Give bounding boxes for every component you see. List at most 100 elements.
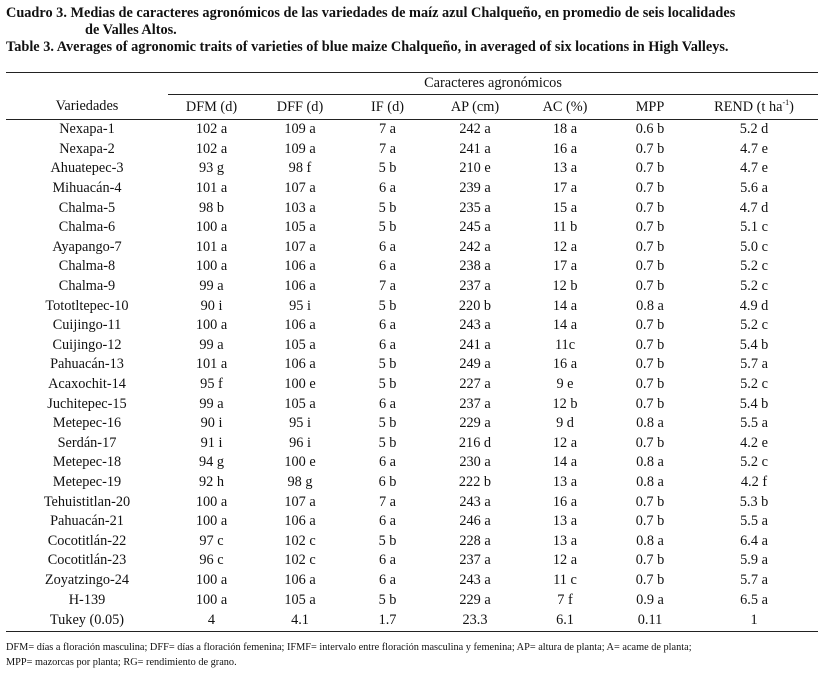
table-row: Cocotitlán-22 97 c 102 c 5 b 228 a 13 a 0.8 a 6…: [6, 531, 818, 551]
value-cell: 5.2 d: [739, 121, 769, 138]
value-cell: 17 a: [552, 180, 578, 197]
value-cell: 6 b: [378, 473, 397, 490]
value-cell: 100 a: [195, 258, 228, 275]
value-cell: 100 e: [284, 376, 316, 393]
value-cell: 6.5 a: [740, 591, 768, 608]
table-row: Cocotitlán-23 96 c 102 c 6 a 237 a 12 a 0.7 b 5…: [6, 551, 818, 571]
value-cell: 237 a: [459, 395, 491, 412]
value-cell: 96 c: [199, 552, 224, 569]
value-cell: 246 a: [459, 513, 491, 530]
value-cell: 243 a: [459, 493, 491, 510]
variety-cell: Metepec-18: [52, 454, 122, 471]
value-cell: 5.5 a: [740, 415, 768, 432]
value-cell: 242 a: [459, 121, 491, 138]
tukey-value-cell: 4.1: [255, 609, 345, 632]
value-cell: 16 a: [552, 493, 578, 510]
value-cell: 98 g: [287, 473, 313, 490]
table-row: Mihuacán-4 101 a 107 a 6 a 239 a 17 a 0.7 b 5.6…: [6, 179, 818, 199]
table-row: Ahuatepec-3 93 g 98 f 5 b 210 e 13 a 0.7 b 4.7 …: [6, 159, 818, 179]
value-cell: 5.9 a: [740, 552, 768, 569]
variety-cell: Chalma-5: [58, 199, 116, 216]
value-cell: 4.7 d: [739, 199, 769, 216]
value-cell: 15 a: [552, 199, 578, 216]
table-row: Metepec-16 90 i 95 i 5 b 229 a 9 d 0.8 a 5.5 a: [6, 414, 818, 434]
group-header: Caracteres agronómicos: [168, 72, 819, 95]
value-cell: 238 a: [459, 258, 491, 275]
value-cell: 237 a: [459, 552, 491, 569]
value-cell: 107 a: [284, 238, 316, 255]
variety-cell: Juchitepec-15: [47, 395, 127, 412]
value-cell: 6 a: [378, 395, 397, 412]
value-cell: 241 a: [459, 336, 491, 353]
value-cell: 0.7 b: [635, 395, 665, 412]
value-cell: 13 a: [552, 513, 578, 530]
column-header-dfm: DFM (d): [168, 94, 255, 120]
value-cell: 102 c: [284, 552, 316, 569]
value-cell: 5.3 b: [739, 493, 769, 510]
value-cell: 106 a: [284, 278, 316, 295]
rend-superscript: -1: [782, 97, 790, 107]
table-row: Cuijingo-12 99 a 105 a 6 a 241 a 11c 0.7 b 5.4 …: [6, 336, 818, 356]
value-cell: 92 h: [198, 473, 225, 490]
value-cell: 14 a: [552, 454, 578, 471]
value-cell: 5.2 c: [740, 454, 768, 471]
value-cell: 7 a: [378, 121, 397, 138]
value-cell: 99 a: [199, 336, 224, 353]
value-cell: 7 a: [378, 140, 397, 157]
value-cell: 0.7 b: [635, 199, 665, 216]
tukey-value-cell: 1: [690, 609, 819, 632]
value-cell: 0.9 a: [636, 591, 664, 608]
value-cell: 0.7 b: [635, 552, 665, 569]
value-cell: 105 a: [284, 591, 316, 608]
value-cell: 97 c: [199, 532, 224, 549]
variety-cell: Mihuacán-4: [52, 180, 122, 197]
value-cell: 9 d: [556, 415, 574, 432]
tukey-value-cell: 4: [168, 609, 255, 632]
value-cell: 210 e: [459, 160, 491, 177]
value-cell: 12 b: [552, 395, 578, 412]
value-cell: 101 a: [195, 356, 228, 373]
value-cell: 6 a: [378, 552, 397, 569]
value-cell: 237 a: [459, 278, 491, 295]
value-cell: 243 a: [459, 571, 491, 588]
table-row: Serdán-17 91 i 96 i 5 b 216 d 12 a 0.7 b 4.2 e: [6, 434, 818, 454]
value-cell: 4.7 e: [740, 140, 768, 157]
value-cell: 16 a: [552, 356, 578, 373]
value-cell: 9 e: [556, 376, 574, 393]
variety-cell: Ahuatepec-3: [50, 160, 124, 177]
value-cell: 5.6 a: [740, 180, 768, 197]
table-row: Tototltepec-10 90 i 95 i 5 b 220 b 14 a 0.8 a 4…: [6, 296, 818, 316]
value-cell: 6 a: [378, 513, 397, 530]
value-cell: 12 b: [552, 278, 578, 295]
column-header-ac: AC (%): [520, 94, 610, 120]
value-cell: 5 b: [378, 591, 397, 608]
tukey-value-cell: 23.3: [430, 609, 520, 632]
value-cell: 4.2 e: [740, 434, 768, 451]
value-cell: 103 a: [284, 199, 316, 216]
caption-spanish-line2: de Valles Altos.: [85, 22, 177, 38]
value-cell: 101 a: [195, 180, 228, 197]
table-body: Nexapa-1 102 a 109 a 7 a 242 a 18 a 0.6 b 5.2 d…: [6, 120, 819, 632]
value-cell: 7 a: [378, 493, 397, 510]
table-row: Chalma-8 100 a 106 a 6 a 238 a 17 a 0.7 b 5.2 c: [6, 257, 818, 277]
value-cell: 14 a: [552, 297, 578, 314]
value-cell: 5 b: [378, 297, 397, 314]
value-cell: 100 a: [195, 493, 228, 510]
value-cell: 16 a: [552, 140, 578, 157]
variety-cell: Acaxochit-14: [48, 376, 126, 393]
value-cell: 11 c: [553, 571, 577, 588]
tukey-value-cell: 0.11: [610, 609, 690, 632]
rend-label: REND (t ha: [714, 98, 783, 115]
caption-english: Table 3. Averages of agronomic traits of…: [6, 39, 729, 55]
variety-cell: Cuijingo-11: [52, 317, 122, 334]
table-row: Ayapango-7 101 a 107 a 6 a 242 a 12 a 0.7 b 5.0…: [6, 238, 818, 258]
value-cell: 245 a: [459, 219, 491, 236]
table-row: Chalma-5 98 b 103 a 5 b 235 a 15 a 0.7 b 4.7 d: [6, 198, 818, 218]
value-cell: 98 f: [288, 160, 312, 177]
variety-cell: Cocotitlán-22: [47, 532, 127, 549]
value-cell: 109 a: [284, 140, 316, 157]
table-row: Cuijingo-11 100 a 106 a 6 a 243 a 14 a 0.7 b 5.…: [6, 316, 818, 336]
table-row: Nexapa-2 102 a 109 a 7 a 241 a 16 a 0.7 b 4.7 e: [6, 140, 818, 160]
value-cell: 5 b: [378, 160, 397, 177]
value-cell: 99 a: [199, 395, 224, 412]
